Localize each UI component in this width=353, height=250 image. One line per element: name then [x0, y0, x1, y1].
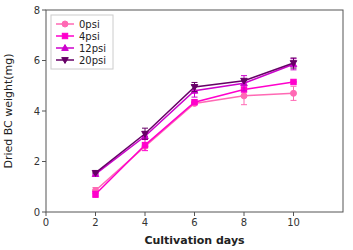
series-line [96, 93, 294, 190]
y-tick-label: 8 [34, 5, 40, 16]
y-axis-label: Dried BC weight(mg) [2, 53, 15, 168]
chart-container: 0 2 4 6 8 10 0 2 4 6 8 Cultivation days Dried BC wei… [0, 0, 353, 250]
error-bar [192, 84, 198, 97]
data-point [291, 90, 297, 96]
legend-marker [62, 33, 67, 38]
y-tick [42, 10, 46, 11]
data-point [290, 61, 297, 67]
error-bar [142, 128, 148, 139]
x-tick-label: 0 [43, 217, 49, 228]
x-tick-label: 4 [142, 217, 148, 228]
series [93, 79, 297, 197]
plot-frame [46, 10, 343, 212]
y-tick [42, 212, 46, 213]
y-tick [42, 161, 46, 162]
series-line [96, 82, 294, 194]
data-point [92, 171, 99, 177]
legend-label: 20psi [79, 55, 106, 66]
x-tick [145, 212, 146, 216]
y-tick-label: 6 [34, 55, 40, 66]
legend-box [51, 15, 113, 69]
error-bar [241, 76, 247, 91]
y-tick [42, 60, 46, 61]
x-tick-label: 6 [191, 217, 197, 228]
x-tick-label: 8 [241, 217, 247, 228]
data-point [192, 99, 197, 104]
x-tick [194, 212, 195, 216]
data-point [192, 100, 198, 106]
error-bar [192, 82, 198, 91]
error-bar [291, 86, 297, 100]
series [93, 86, 297, 193]
x-tick [293, 212, 294, 216]
series [92, 58, 297, 176]
x-axis-label: Cultivation days [144, 234, 245, 247]
y-tick-label: 2 [34, 156, 40, 167]
chart-svg: 0 2 4 6 8 10 0 2 4 6 8 Cultivation days Dried BC wei… [0, 0, 353, 250]
data-point [291, 79, 296, 84]
legend-label: 12psi [79, 43, 106, 54]
y-tick-label: 0 [34, 207, 40, 218]
series-line [96, 64, 294, 174]
series-line [96, 63, 294, 173]
legend-marker [62, 58, 69, 64]
data-point [142, 142, 147, 147]
data-point [142, 131, 149, 137]
error-bar [291, 58, 297, 68]
plot-data [92, 58, 297, 197]
data-point [92, 170, 99, 176]
legend: 0psi4psi12psi20psi [51, 15, 113, 69]
x-tick [46, 212, 47, 216]
y-tick-label: 4 [34, 106, 40, 117]
x-tick-label: 2 [92, 217, 98, 228]
y-tick [42, 111, 46, 112]
x-tick [244, 212, 245, 216]
data-point [191, 85, 198, 91]
series [92, 59, 297, 177]
legend-label: 0psi [79, 19, 100, 30]
legend-marker [62, 45, 69, 51]
legend-marker [62, 21, 68, 27]
error-bar [93, 191, 99, 197]
data-point [93, 192, 98, 197]
data-point [241, 78, 248, 84]
legend-label: 4psi [79, 31, 100, 42]
x-tick [95, 212, 96, 216]
x-tick-label: 10 [287, 217, 300, 228]
data-point [241, 93, 247, 99]
error-bar [142, 140, 148, 151]
axes: 0 2 4 6 8 10 0 2 4 6 8 [34, 5, 343, 229]
